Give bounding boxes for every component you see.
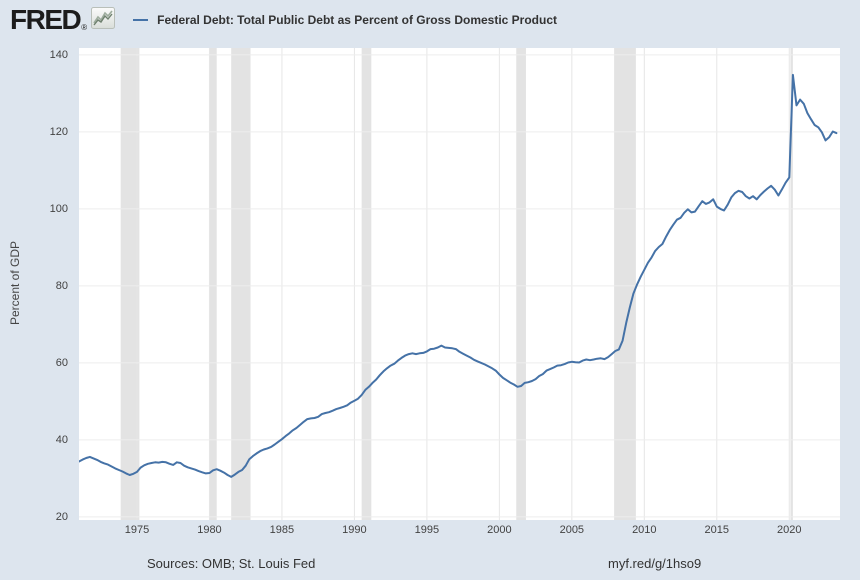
recession-band [614,48,636,520]
plot-area[interactable] [79,48,840,520]
y-tick-label: 100 [49,202,68,215]
x-tick-label: 2000 [487,524,512,536]
registered-mark: ® [81,23,88,32]
y-axis-title: Percent of GDP [8,240,22,326]
series-title[interactable]: Federal Debt: Total Public Debt as Perce… [157,13,558,27]
recession-band [209,48,217,520]
legend: Federal Debt: Total Public Debt as Perce… [133,13,557,27]
fred-logo[interactable]: FRED ® [10,4,88,35]
x-tick-label: 2020 [777,524,802,536]
recession-band [361,48,372,520]
sources-label: Sources: OMB; St. Louis Fed [147,556,316,571]
x-tick-label: 1980 [197,524,222,536]
header: FRED ® Federal Debt: Total Public Debt a… [10,5,557,35]
legend-line-swatch [133,19,149,21]
plot-background [79,48,840,520]
y-tick-label: 40 [55,433,68,446]
recession-band [120,48,140,520]
y-tick-label: 60 [55,356,68,369]
x-tick-label: 1975 [124,524,150,536]
fred-logo-text: FRED [10,4,82,35]
recession-band [516,48,526,520]
y-tick-label: 120 [49,125,68,138]
y-tick-label: 80 [55,279,68,292]
permalink-link[interactable]: myf.red/g/1hso9 [608,556,702,571]
x-tick-label: 1990 [342,524,367,536]
recession-band [790,48,793,520]
recession-band [231,48,251,520]
x-tick-label: 1985 [269,524,295,536]
x-tick-label: 2010 [632,524,657,536]
sparkline-icon [91,6,116,34]
x-tick-label: 1995 [414,524,440,536]
y-tick-label: 20 [55,510,68,523]
x-tick-label: 2005 [559,524,585,536]
y-tick-label: 140 [49,48,68,61]
x-tick-label: 2015 [704,524,730,536]
series-line [79,73,838,478]
